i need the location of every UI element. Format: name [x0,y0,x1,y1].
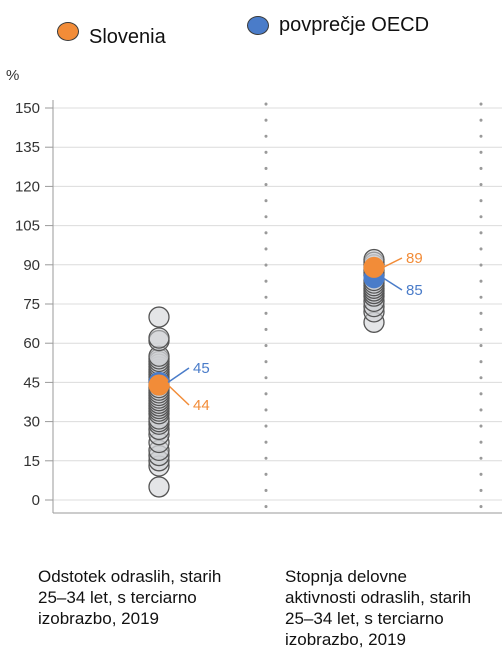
legend-marker-oecd [247,16,269,35]
country-marker-1-36 [148,327,170,349]
y-tick-label-120: 120 [15,178,40,195]
slovenia-label-leader-2 [382,257,403,269]
legend-item-slovenia: Slovenia [57,14,166,49]
y-tick-label-45: 45 [23,374,40,391]
slovenia-data-label-1: 44 [193,397,210,414]
country-marker-1-1 [148,476,170,498]
legend-marker-slovenia [57,22,79,41]
y-tick-label-150: 150 [15,100,40,117]
slovenia-label-leader-1 [167,384,190,406]
oecd-label-leader-2 [382,277,403,291]
oecd-data-label-2: 85 [406,282,423,299]
y-tick-label-75: 75 [23,296,40,313]
country-marker-1-37 [148,306,170,328]
oecd-label-leader-1 [167,367,190,384]
legend-item-oecd: povprečje OECD [247,14,429,37]
y-tick-label-135: 135 [15,139,40,156]
y-tick-label-30: 30 [23,414,40,431]
y-tick-label-90: 90 [23,257,40,274]
slovenia-marker-2 [363,256,385,278]
y-tick-label-15: 15 [23,453,40,470]
legend-label-oecd: povprečje OECD [279,14,430,36]
legend-label-slovenia: Slovenia [89,26,166,48]
oecd-data-label-1: 45 [193,360,210,377]
y-tick-label-0: 0 [32,492,40,509]
slovenia-data-label-2: 89 [406,250,423,267]
slovenia-marker-1 [148,374,170,396]
y-tick-label-105: 105 [15,218,40,235]
y-axis-unit-label: % [6,67,19,84]
category-label-employment-rate: Stopnja delovne aktivnosti odraslih, sta… [285,567,472,649]
category-label-tertiary-attainment: Odstotek odraslih, starih 25–34 let, s t… [38,567,222,628]
y-tick-label-60: 60 [23,335,40,352]
